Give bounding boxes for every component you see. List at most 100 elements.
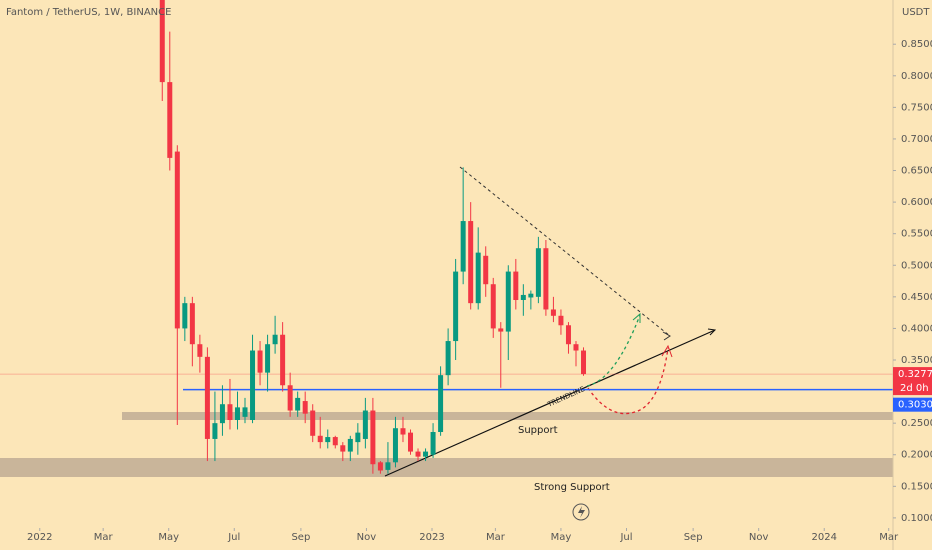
candle-body (438, 375, 444, 432)
candle-body (265, 344, 271, 373)
candle-body (445, 341, 451, 376)
level-price-box (893, 397, 932, 412)
replay-icon-bolt (578, 506, 585, 518)
candle-body (558, 315, 564, 326)
strong-support-zone (0, 458, 893, 477)
bullish-path (586, 314, 641, 387)
candle-body (204, 356, 210, 439)
candle-body (430, 432, 436, 455)
chart-title: Fantom / TetherUS, 1W, BINANCE (6, 7, 171, 18)
bearish-path (587, 347, 669, 415)
candle-body (287, 385, 293, 411)
last-price-box (893, 367, 932, 396)
candle-body (219, 404, 225, 424)
candle-body (468, 221, 474, 304)
level-price-label: 0.3030 (898, 400, 932, 411)
candle-body (385, 462, 391, 470)
candle-body (355, 432, 361, 443)
candle-body (400, 428, 406, 435)
candle-body (453, 271, 459, 342)
candle-body (340, 445, 346, 452)
candle-body (250, 350, 256, 420)
x-tick-label: Mar (94, 532, 114, 543)
support-zone (122, 412, 893, 420)
candle-body (490, 284, 496, 329)
candle-body (543, 248, 549, 310)
candle-body (377, 462, 383, 471)
bullish-arrow (632, 312, 641, 323)
x-tick-label: 2023 (419, 532, 444, 543)
candle-body (483, 255, 489, 285)
y-tick-label: 0.8500 (901, 39, 932, 50)
triangle-line (459, 166, 671, 337)
candle-body (498, 328, 504, 332)
x-tick-label: Mar (879, 532, 899, 543)
candle-body (242, 407, 248, 417)
candle-body (535, 248, 541, 297)
candle-body (227, 404, 233, 420)
x-tick-label: May (158, 532, 179, 543)
x-tick-label: Sep (684, 532, 703, 543)
plot (0, 0, 893, 474)
candle-body (257, 350, 263, 373)
triangle-arrow (662, 331, 671, 341)
candle-body (182, 303, 188, 329)
x-tick-label: Nov (357, 532, 377, 543)
bearish-arrow (661, 344, 673, 358)
x-tick-label: Jul (619, 532, 632, 543)
x-tick-label: Nov (749, 532, 769, 543)
candle-body (347, 438, 353, 452)
candle-body (370, 410, 376, 465)
candle-body (174, 151, 180, 329)
candle-body (573, 344, 579, 351)
candle-body (159, 0, 165, 83)
annotation: Support (518, 425, 558, 436)
candle-body (565, 325, 571, 345)
candle-body (295, 397, 301, 411)
trendline (384, 329, 716, 477)
candle-body (189, 303, 195, 345)
x-tick-label: Mar (486, 532, 506, 543)
candle-body (460, 221, 466, 272)
countdown-label: 2d 0h (900, 383, 929, 394)
candle-body (505, 271, 511, 332)
x-tick-label: 2024 (811, 532, 836, 543)
candle-body (513, 271, 519, 300)
x-tick-label: Jul (227, 532, 240, 543)
annotation: Strong Support (534, 482, 610, 493)
candle-body (325, 437, 331, 443)
candle-body (212, 423, 218, 439)
y-axis-unit: USDT (902, 7, 930, 18)
candle-body (280, 334, 286, 386)
candle-body (272, 334, 278, 345)
candle-body (415, 451, 421, 457)
trendline-arrow (707, 328, 717, 336)
candle-body (475, 252, 481, 304)
candle-body (362, 410, 368, 439)
candle-body (408, 432, 414, 452)
candle-body (302, 401, 308, 414)
candle-body (317, 435, 323, 443)
candle-body (167, 82, 173, 158)
candle-body (423, 451, 429, 457)
x-tick-label: May (551, 532, 572, 543)
candle-body (550, 309, 556, 316)
last-price-label: 0.3277 (898, 369, 932, 380)
candle-body (234, 407, 240, 420)
x-tick-label: 2022 (27, 532, 52, 543)
candle-body (528, 293, 534, 298)
candle-body (197, 344, 203, 357)
replay-icon[interactable] (572, 503, 590, 521)
